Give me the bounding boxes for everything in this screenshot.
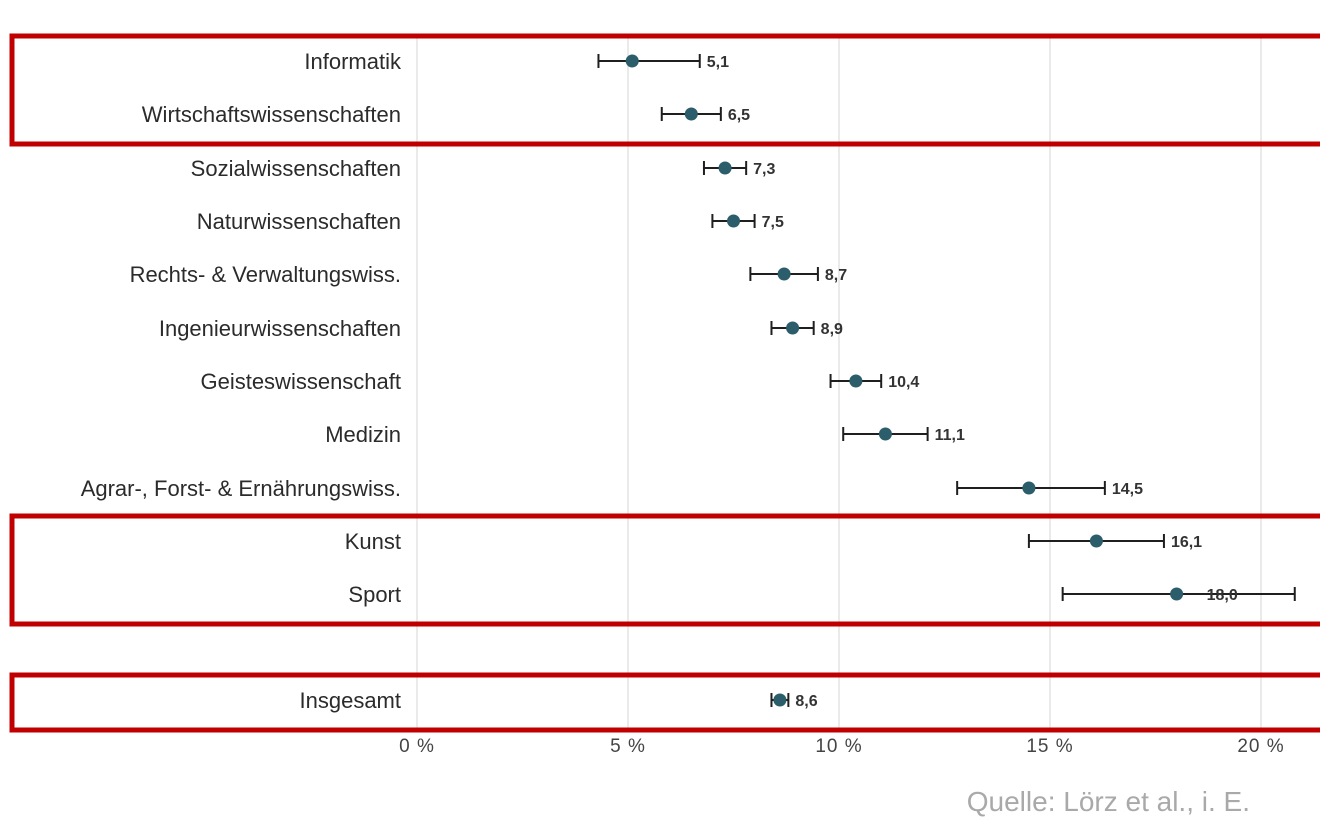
x-tick-label: 0 % [399, 736, 435, 757]
data-point [1022, 481, 1036, 495]
data-point [786, 321, 800, 335]
category-label: Kunst [345, 529, 401, 554]
data-label: 10,4 [888, 374, 919, 391]
data-label: 8,7 [825, 267, 847, 284]
x-tick-label: 20 % [1237, 736, 1284, 757]
x-tick-label: 10 % [815, 736, 862, 757]
category-label: Agrar-, Forst- & Ernährungswiss. [81, 476, 401, 501]
data-label: 6,5 [728, 107, 750, 124]
highlight-boxes [9, 33, 1320, 733]
data-point [718, 161, 732, 175]
data-point [727, 214, 740, 228]
highlight-box [9, 513, 1320, 627]
data-point [1089, 534, 1103, 548]
data-point [878, 427, 892, 441]
data-label: 16,1 [1171, 534, 1202, 551]
source-note: Quelle: Lörz et al., i. E. [966, 786, 1250, 817]
category-label: Medizin [325, 422, 401, 447]
gridlines [416, 36, 1262, 730]
x-tick-label: 15 % [1026, 736, 1073, 757]
category-label: Rechts- & Verwaltungswiss. [130, 262, 401, 287]
category-label: Informatik [304, 49, 402, 74]
data-point [684, 107, 698, 121]
data-label: 8,6 [795, 693, 817, 710]
data-label: 14,5 [1112, 481, 1143, 498]
x-tick-label: 5 % [610, 736, 646, 757]
data-label: 8,9 [821, 321, 843, 338]
category-labels: Informatik Wirtschaftswissenschaften Sozia… [81, 49, 402, 713]
data-point [1170, 587, 1184, 601]
data-point [625, 54, 639, 68]
data-label: 7,5 [762, 214, 784, 231]
highlight-box [9, 33, 1320, 147]
data-label: 18,0 [1207, 587, 1238, 604]
data-point [773, 693, 787, 707]
highlight-box [9, 672, 1320, 733]
data-label: 7,3 [753, 161, 775, 178]
data-label: 5,1 [707, 54, 729, 71]
category-label: Naturwissenschaften [197, 209, 401, 234]
category-label: Sozialwissenschaften [191, 156, 401, 181]
data-label: 11,1 [935, 427, 965, 444]
category-label: Insgesamt [300, 688, 402, 713]
x-axis-ticks: 0 % 5 % 10 % 15 % 20 % [399, 736, 1284, 757]
category-label: Wirtschaftswissenschaften [142, 102, 401, 127]
category-label: Geisteswissenschaft [200, 369, 401, 394]
category-label: Ingenieurwissenschaften [159, 316, 401, 341]
data-point [777, 267, 791, 281]
data-marks: 5,1 6,5 7,3 7,5 8,7 8,9 10,4 11,1 14,5 16,1 18,0 8,… [597, 54, 1296, 710]
data-point [849, 374, 863, 388]
category-label: Sport [348, 582, 401, 607]
